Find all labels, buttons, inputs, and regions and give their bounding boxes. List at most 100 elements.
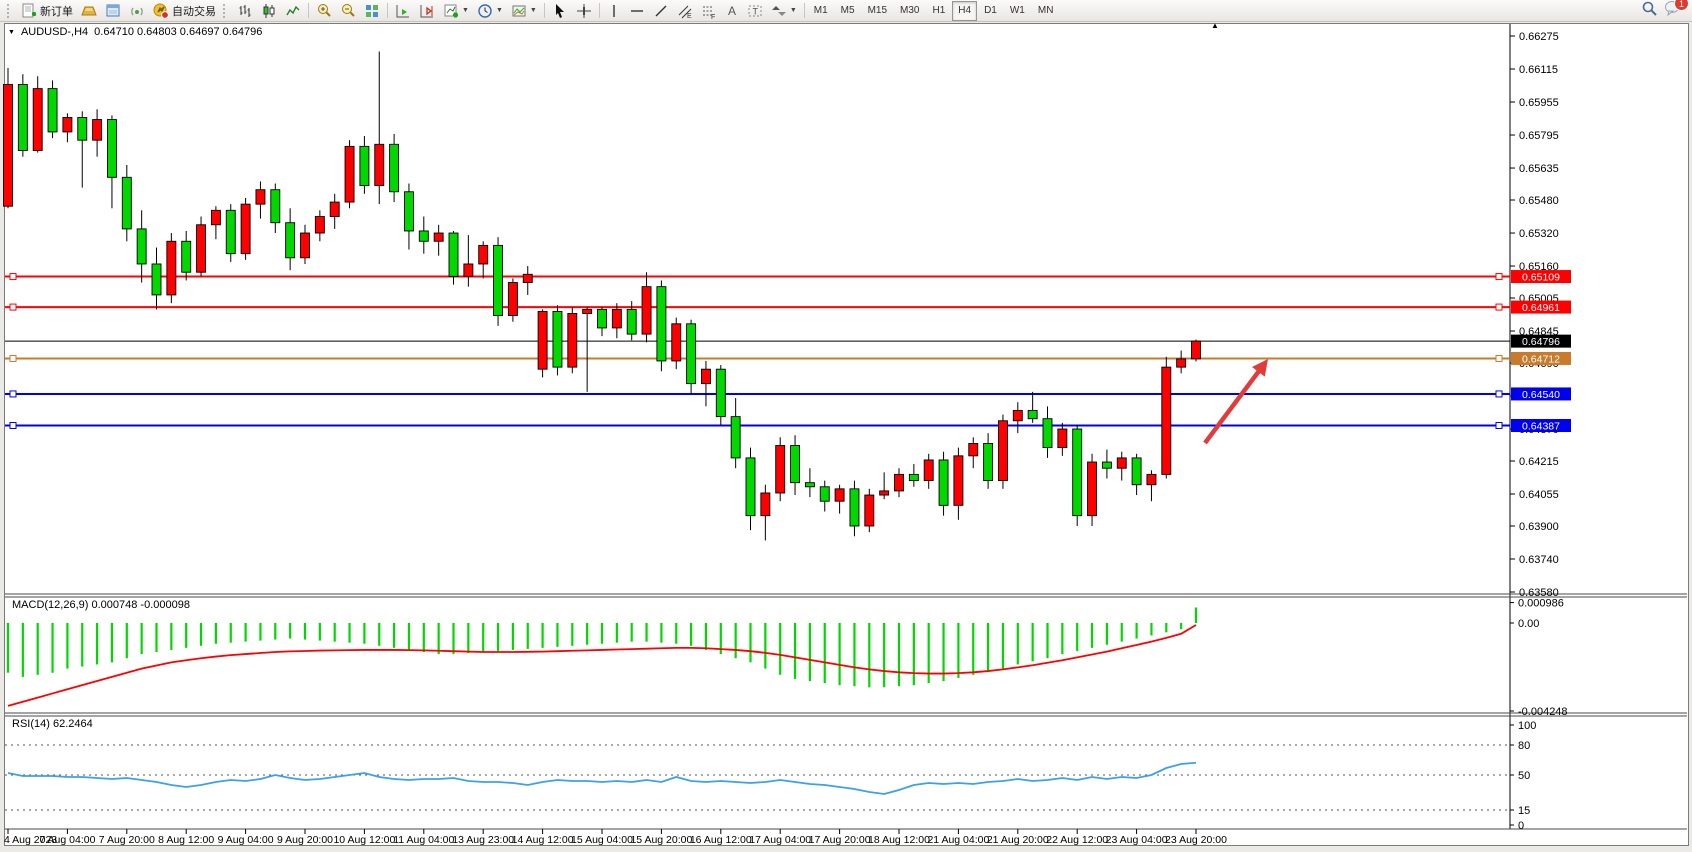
date-tick-label: 9 Aug 20:00 xyxy=(277,834,333,846)
candle xyxy=(314,216,325,234)
timeframe-button-h4[interactable]: H4 xyxy=(952,0,978,21)
candle xyxy=(255,189,266,205)
crosshair-icon xyxy=(576,3,592,19)
timeframe-button-w1[interactable]: W1 xyxy=(1009,4,1025,16)
date-tick-label: 16 Aug 12:00 xyxy=(690,834,752,846)
candle xyxy=(433,232,444,242)
candle xyxy=(181,240,192,273)
line-handle[interactable] xyxy=(9,273,17,281)
price-badge-label: 0.64712 xyxy=(1522,353,1560,365)
notifications-button[interactable]: 1 xyxy=(1664,0,1689,21)
date-tick-label: 21 Aug 04:00 xyxy=(927,834,989,846)
auto-trading-button[interactable]: 自动交易 xyxy=(149,0,220,22)
price-tick-label: 0.63900 xyxy=(1519,521,1559,533)
text-label-tool-button[interactable]: T xyxy=(743,0,767,22)
candle xyxy=(923,459,934,482)
toolbar-grip xyxy=(223,3,230,18)
candle xyxy=(240,203,251,255)
candlestick-chart-type-button[interactable] xyxy=(257,0,281,22)
line-handle[interactable] xyxy=(1495,303,1503,311)
toolbar-separator xyxy=(803,3,805,18)
strategy-tester-button[interactable] xyxy=(125,0,149,22)
date-tick-label: 10 Aug 12:00 xyxy=(333,834,395,846)
candle xyxy=(582,308,593,314)
bar-chart-type-button[interactable] xyxy=(233,0,257,22)
price-badge xyxy=(1511,270,1571,284)
timeframe-button-h1[interactable]: H1 xyxy=(932,4,946,16)
zoom-in-button[interactable] xyxy=(312,0,336,22)
candle xyxy=(1161,366,1172,475)
candles-layer xyxy=(3,51,1201,541)
line-handle[interactable] xyxy=(9,422,17,430)
timeframe-button-m30[interactable]: M30 xyxy=(900,4,920,16)
date-tick-label: 7 Aug 20:00 xyxy=(99,834,155,846)
line-handle[interactable] xyxy=(1495,390,1503,398)
svg-text:E: E xyxy=(687,13,692,19)
price-badge xyxy=(1511,334,1571,348)
crosshair-tool-button[interactable] xyxy=(572,0,596,22)
toolbar-separator xyxy=(308,3,309,18)
line-chart-type-button[interactable] xyxy=(281,0,305,22)
text-tool-button[interactable]: A xyxy=(721,0,743,22)
date-tick-label: 23 Aug 04:00 xyxy=(1106,834,1168,846)
new-order-label: 新订单 xyxy=(40,5,73,18)
line-handle[interactable] xyxy=(9,390,17,398)
new-order-button[interactable]: 新订单 xyxy=(17,0,77,22)
trend-arrow[interactable] xyxy=(1203,359,1268,445)
timeframe-button-m5[interactable]: M5 xyxy=(840,4,855,16)
line-handle[interactable] xyxy=(1495,354,1503,362)
equidistant-channel-tool-button[interactable]: E xyxy=(673,0,697,22)
chart-shift-button[interactable] xyxy=(415,0,439,22)
horizontal-line-tool-button[interactable] xyxy=(625,0,649,22)
market-watch-button[interactable] xyxy=(77,0,101,22)
fibonacci-tool-button[interactable]: F xyxy=(697,0,721,22)
periods-button[interactable]: ▼ xyxy=(473,0,507,22)
new-order-icon xyxy=(21,3,37,19)
date-tick-label: 14 Aug 12:00 xyxy=(512,834,574,846)
trendline-tool-button[interactable] xyxy=(649,0,673,22)
candle xyxy=(715,368,726,418)
indicators-icon xyxy=(443,3,459,19)
chart-window[interactable] xyxy=(4,23,1689,846)
timeframe-button-mn[interactable]: MN xyxy=(1037,4,1054,16)
svg-text:A: A xyxy=(728,4,736,18)
candle xyxy=(998,420,1008,482)
main-toolbar: 新订单 自动交易 xyxy=(0,0,1692,22)
data-window-button[interactable] xyxy=(101,0,125,22)
line-handle[interactable] xyxy=(9,303,17,311)
line-handle[interactable] xyxy=(1495,273,1503,281)
auto-scroll-button[interactable] xyxy=(391,0,415,22)
macd-indicator-label: MACD(12,26,9) 0.000748 -0.000098 xyxy=(12,599,190,611)
vertical-line-tool-button[interactable] xyxy=(603,0,625,22)
horizontal-line-icon xyxy=(629,3,645,19)
candle xyxy=(908,473,919,482)
rsi-pane: 100 80 50 15 0 xyxy=(5,720,1536,832)
toolbar-separator xyxy=(598,3,600,18)
zoom-out-button[interactable] xyxy=(336,0,360,22)
templates-button[interactable]: ▼ xyxy=(507,0,541,22)
candle xyxy=(745,457,756,517)
date-tick-label: 8 Aug 12:00 xyxy=(158,834,214,846)
price-tick-label: 0.65795 xyxy=(1519,130,1559,142)
tile-windows-button[interactable] xyxy=(360,0,384,22)
search-button[interactable] xyxy=(1641,0,1658,22)
candle xyxy=(1087,461,1098,517)
candle xyxy=(834,488,845,502)
price-tick-label: 0.65480 xyxy=(1519,195,1559,207)
clock-icon xyxy=(477,3,493,19)
rsi-tick-label: 0 xyxy=(1518,820,1524,832)
line-handle[interactable] xyxy=(9,354,17,362)
timeframe-button-m1[interactable]: M1 xyxy=(813,4,828,16)
arrows-tool-button[interactable]: ▼ xyxy=(767,0,801,22)
timeframe-button-m15[interactable]: M15 xyxy=(867,4,888,16)
price-tick-label: 0.63740 xyxy=(1519,554,1559,566)
timeframe-button-d1[interactable]: D1 xyxy=(984,4,997,16)
indicators-button[interactable]: ▼ xyxy=(439,0,473,22)
line-handle[interactable] xyxy=(1495,422,1503,430)
cursor-tool-button[interactable] xyxy=(548,0,572,22)
macd-pane: 0.000986 0.00 -0.004248 xyxy=(6,598,1568,718)
candle xyxy=(92,119,103,141)
chart-title-bar: ▼ AUDUSD-,H4 0.64710 0.64803 0.64697 0.6… xyxy=(8,26,262,38)
chart-menu-caret-icon[interactable]: ▼ xyxy=(8,28,15,36)
